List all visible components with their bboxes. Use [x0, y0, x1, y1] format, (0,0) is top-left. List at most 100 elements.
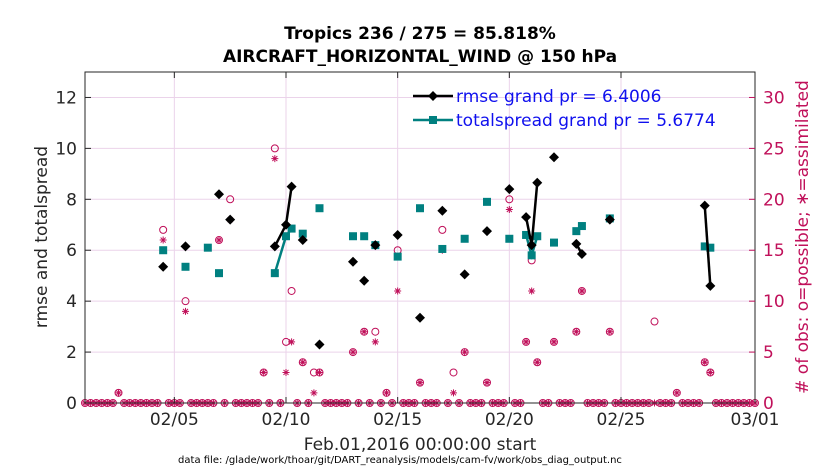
rmse-point [437, 205, 448, 216]
y-right-tick-label: 30 [763, 88, 785, 108]
obs-assimilated-marker [360, 328, 368, 336]
x-axis-ticks: 02/05 02/10 02/15 02/20 02/25 03/01 [150, 72, 780, 430]
totalspread-point [360, 232, 369, 241]
obs-possible-marker [287, 286, 296, 295]
obs-assimilated-marker [349, 348, 357, 356]
obs-assimilated-marker [550, 338, 558, 346]
obs-assimilated-marker [260, 368, 268, 376]
x-tick-label: 03/01 [731, 410, 780, 430]
totalspread-point [550, 238, 558, 247]
obs-assimilated-marker [461, 348, 469, 356]
x-tick-label: 02/20 [485, 410, 534, 430]
totalspread-point [577, 222, 586, 231]
totalspread-point [215, 269, 223, 278]
plot-frame [84, 71, 756, 404]
totalspread-point [203, 243, 212, 252]
obs-assimilated-marker [159, 236, 167, 244]
obs-assimilated-marker [505, 205, 513, 213]
rmse-point [359, 275, 370, 286]
obs-assimilated-marker [383, 389, 390, 397]
obs-assimilated-marker [450, 389, 457, 397]
legend-spread-label: totalspread grand pr = 5.6774 [456, 111, 716, 131]
rmse-point [576, 249, 587, 260]
rmse-point [286, 181, 297, 192]
rmse-point [214, 189, 224, 200]
x-tick-label: 02/25 [597, 410, 646, 430]
legend-spread-marker [429, 116, 437, 124]
obs-assimilated-marker [578, 287, 586, 295]
rmse-point [180, 241, 191, 252]
y-right-tick-label: 20 [763, 190, 785, 210]
legend-rmse-marker [428, 91, 438, 101]
chart-title-line1: Tropics 236 / 275 = 85.818% [284, 24, 556, 44]
obs-assimilated-marker [394, 287, 402, 295]
obs-assimilated-marker [310, 389, 318, 397]
obs-assimilated-marker [606, 328, 614, 336]
totalspread-point [522, 230, 531, 239]
rmse-point [314, 339, 325, 350]
obs-possible-marker [226, 195, 235, 204]
y-left-tick-label: 4 [66, 292, 77, 312]
plot-marks [81, 144, 759, 407]
rmse-point [392, 229, 403, 240]
rmse-point [604, 214, 615, 225]
y-left-tick-label: 6 [66, 241, 77, 261]
rmse-point [459, 269, 470, 280]
y-left-tick-label: 12 [55, 88, 77, 108]
rmse-point [415, 312, 425, 323]
obs-assimilated-marker [215, 236, 223, 244]
obs-possible-marker [438, 225, 447, 234]
obs-assimilated-marker [416, 379, 424, 387]
rmse-line-segment [703, 205, 712, 286]
obs-possible-marker [181, 297, 190, 306]
legend-rmse-label: rmse grand pr = 6.4006 [456, 87, 661, 107]
totalspread-point [282, 232, 290, 241]
totalspread-point [527, 251, 536, 260]
y-right-tick-label: 10 [763, 292, 785, 312]
y-right-tick-label: 25 [763, 139, 785, 159]
rmse-point [526, 240, 537, 251]
obs-assimilated-marker [522, 338, 530, 346]
y-axis-right-label: # of obs: o=possible; ∗=assimilated [793, 80, 813, 394]
rmse-point [348, 256, 358, 267]
obs-assimilated-marker [528, 287, 536, 295]
y-left-tick-label: 2 [66, 343, 77, 363]
y-right-tick-label: 5 [763, 343, 774, 363]
rmse-point [281, 219, 291, 230]
rmse-point [158, 261, 169, 272]
obs-assimilated-marker [282, 368, 290, 376]
obs-possible-marker [270, 144, 279, 153]
totalspread-point [349, 232, 357, 241]
totalspread-point [483, 197, 491, 206]
totalspread-point [700, 242, 709, 251]
y-left-tick-label: 8 [66, 190, 77, 210]
rmse-point [225, 214, 236, 225]
obs-assimilated-marker [673, 389, 681, 397]
y-axis-left-label: rmse and totalspread [32, 146, 52, 328]
rmse-point [482, 226, 492, 237]
totalspread-point [315, 204, 324, 213]
y-axis-right-ticks: 0 5 10 15 20 25 30 [749, 88, 785, 414]
totalspread-point [438, 244, 447, 253]
x-axis-label: Feb.01,2016 00:00:00 start [304, 435, 537, 455]
data-file-footer: data file: /glade/work/thoar/git/DART_re… [178, 455, 622, 466]
obs-assimilated-marker [572, 328, 580, 336]
y-right-tick-label: 15 [763, 241, 785, 261]
obs-assimilated-marker [533, 358, 541, 366]
y-left-tick-label: 0 [66, 394, 77, 414]
totalspread-point [393, 252, 402, 261]
obs-assimilated-marker [115, 389, 122, 397]
x-tick-label: 02/05 [150, 410, 199, 430]
rmse-point [532, 177, 543, 188]
obs-possible-marker [505, 195, 514, 204]
obs-assimilated-marker [371, 338, 379, 346]
totalspread-point [416, 204, 424, 213]
obs-assimilated-marker [182, 307, 189, 315]
rmse-point [699, 200, 710, 211]
x-tick-label: 02/10 [262, 410, 311, 430]
obs-assimilated-marker [706, 368, 714, 376]
totalspread-point [505, 234, 514, 243]
totalspread-point [706, 243, 715, 252]
obs-possible-marker [371, 327, 380, 336]
